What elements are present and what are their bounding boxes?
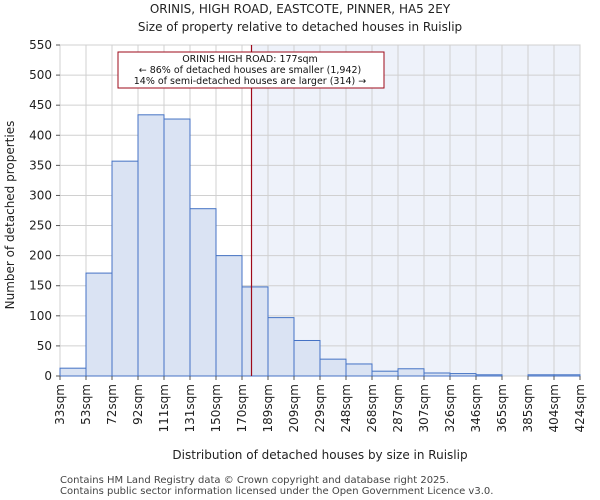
bar bbox=[137, 114, 165, 377]
y-tick-label: 500 bbox=[29, 68, 52, 82]
bar bbox=[241, 286, 269, 377]
bar bbox=[423, 372, 451, 377]
bar bbox=[319, 358, 347, 377]
bar bbox=[267, 317, 295, 377]
x-tick-label: 404sqm bbox=[547, 384, 561, 432]
x-tick-label: 209sqm bbox=[287, 384, 301, 432]
x-tick-label: 268sqm bbox=[365, 384, 379, 432]
y-tick-label: 0 bbox=[44, 369, 52, 383]
y-tick-label: 50 bbox=[37, 339, 52, 353]
y-tick-label: 300 bbox=[29, 188, 52, 202]
highlight-region bbox=[251, 45, 580, 376]
annotation-line-1: ORINIS HIGH ROAD: 177sqm bbox=[182, 54, 318, 65]
x-tick-label: 33sqm bbox=[53, 384, 67, 425]
x-tick-label: 248sqm bbox=[339, 384, 353, 432]
x-tick-label: 385sqm bbox=[521, 384, 535, 432]
y-axis-label: Number of detached properties bbox=[3, 121, 17, 310]
x-tick-label: 150sqm bbox=[209, 384, 223, 432]
y-tick-label: 400 bbox=[29, 128, 52, 142]
bar bbox=[189, 208, 217, 377]
bar bbox=[397, 368, 425, 377]
bar bbox=[59, 367, 87, 377]
y-tick-label: 250 bbox=[29, 219, 52, 233]
bar bbox=[111, 160, 139, 377]
bar bbox=[215, 255, 243, 377]
chart-subtitle: Size of property relative to detached ho… bbox=[138, 20, 462, 34]
bar bbox=[475, 374, 503, 377]
y-tick-label: 200 bbox=[29, 249, 52, 263]
x-tick-label: 365sqm bbox=[495, 384, 509, 432]
chart-title: ORINIS, HIGH ROAD, EASTCOTE, PINNER, HA5… bbox=[150, 2, 451, 16]
x-tick-label: 92sqm bbox=[131, 384, 145, 425]
bar bbox=[163, 118, 191, 377]
y-tick-label: 550 bbox=[29, 38, 52, 52]
annotation-frame bbox=[117, 51, 385, 89]
annotation-line-2: ← 86% of detached houses are smaller (1,… bbox=[139, 65, 362, 76]
x-tick-label: 229sqm bbox=[313, 384, 327, 432]
y-tick-label: 450 bbox=[29, 98, 52, 112]
x-tick-label: 424sqm bbox=[573, 384, 587, 432]
x-tick-label: 326sqm bbox=[443, 384, 457, 432]
x-axis: 33sqm 53sqm 72sqm 92sqm 111sqm 131sqm 150sqm 17… bbox=[53, 376, 587, 432]
bar bbox=[85, 272, 113, 377]
plot-area bbox=[59, 44, 581, 377]
bar bbox=[371, 370, 399, 377]
bar bbox=[345, 363, 373, 377]
x-tick-label: 111sqm bbox=[157, 384, 171, 432]
bar bbox=[293, 339, 321, 377]
x-tick-label: 170sqm bbox=[235, 384, 249, 432]
footer-line-1: Contains HM Land Registry data © Crown c… bbox=[60, 475, 449, 486]
annotation-line-3: 14% of semi-detached houses are larger (… bbox=[134, 76, 367, 87]
x-tick-label: 307sqm bbox=[417, 384, 431, 432]
bar bbox=[449, 373, 477, 377]
y-tick-label: 100 bbox=[29, 309, 52, 323]
annotation-box: ORINIS HIGH ROAD: 177sqm ← 86% of detach… bbox=[117, 51, 385, 89]
x-tick-label: 131sqm bbox=[183, 384, 197, 432]
bar bbox=[553, 374, 581, 377]
x-tick-label: 287sqm bbox=[391, 384, 405, 432]
bar bbox=[527, 374, 555, 377]
x-tick-label: 346sqm bbox=[469, 384, 483, 432]
y-tick-label: 150 bbox=[29, 279, 52, 293]
x-tick-label: 72sqm bbox=[105, 384, 119, 425]
x-axis-label: Distribution of detached houses by size … bbox=[172, 448, 467, 462]
x-tick-label: 53sqm bbox=[79, 384, 93, 425]
footer-line-2: Contains public sector information licen… bbox=[60, 486, 493, 497]
y-axis: 0 50 100 150 200 250 300 350 400 450 500 550 bbox=[29, 38, 60, 383]
x-tick-label: 189sqm bbox=[261, 384, 275, 432]
y-tick-label: 350 bbox=[29, 158, 52, 172]
bars bbox=[59, 114, 581, 377]
